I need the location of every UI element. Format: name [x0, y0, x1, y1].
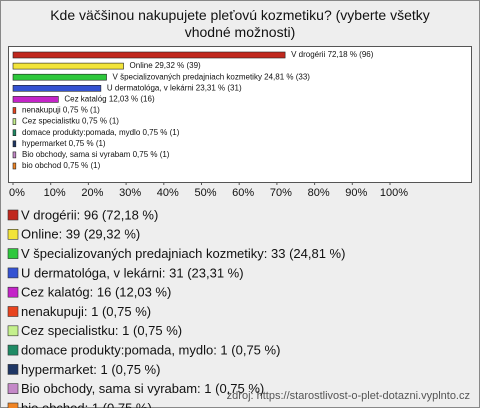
legend-label: domace produkty:pomada, mydlo: 1 (0,75 %…	[21, 343, 280, 358]
x-tick-label: 70%	[270, 187, 292, 199]
bar	[12, 51, 286, 59]
bar	[12, 96, 59, 103]
legend-label: Cez specialistku: 1 (0,75 %)	[21, 323, 182, 338]
x-tick-label: 60%	[232, 187, 254, 199]
bar	[12, 129, 17, 136]
x-tick-label: 90%	[345, 187, 367, 199]
legend-swatch	[7, 209, 19, 221]
legend-label: nenakupuji: 1 (0,75 %)	[21, 304, 151, 319]
legend-label: V špecializovaných predajniach kozmetiky…	[21, 246, 345, 261]
value-label: Cez specialistku 0,75 % (1)	[22, 117, 119, 126]
value-label: Online 29,32 % (39)	[130, 61, 201, 70]
legend-label: Bio obchody, sama si vyrabam: 1 (0,75 %)	[21, 381, 264, 396]
value-label: U dermatológa, v lekárni 23,31 % (31)	[107, 83, 242, 92]
legend-label: Online: 39 (29,32 %)	[21, 227, 140, 242]
bar	[12, 151, 17, 159]
value-label: Bio obchody, sama si vyrabam 0,75 % (1)	[22, 150, 170, 159]
value-label: hypermarket 0,75 % (1)	[22, 139, 106, 148]
legend-swatch	[7, 383, 19, 395]
x-tick-label: 10%	[44, 187, 66, 199]
legend-swatch	[7, 248, 19, 259]
x-tick-label: 80%	[308, 187, 330, 199]
legend-label: V drogérii: 96 (72,18 %)	[21, 207, 158, 222]
x-tick-label: 0%	[9, 187, 25, 199]
x-tick-label: 30%	[119, 187, 141, 199]
bar	[12, 85, 102, 92]
bar	[12, 118, 17, 125]
value-label: bio obchod 0,75 % (1)	[22, 161, 101, 170]
bar	[12, 107, 17, 114]
legend-swatch	[7, 325, 19, 337]
legend-label: hypermarket: 1 (0,75 %)	[21, 362, 160, 377]
value-label: Cez katalóg 12,03 % (16)	[64, 95, 155, 104]
legend-swatch	[7, 364, 19, 375]
bar	[12, 62, 124, 70]
legend-label: U dermatológa, v lekárni: 31 (23,31 %)	[21, 265, 244, 280]
legend-swatch	[7, 286, 19, 298]
legend-swatch	[7, 306, 19, 317]
legend-swatch	[7, 267, 19, 279]
source: zdroj: https://starostlivost-o-plet-dota…	[227, 390, 470, 402]
legend-label: Cez kalatóg: 16 (12,03 %)	[21, 285, 171, 300]
legend-swatch	[7, 402, 19, 408]
legend-swatch	[7, 229, 19, 240]
value-label: V drogérii 72,18 % (96)	[291, 50, 374, 59]
legend-label: bio obchod: 1 (0,75 %)	[21, 400, 152, 408]
bar	[12, 73, 107, 81]
x-tick-label: 100%	[380, 187, 408, 199]
x-tick-label: 20%	[81, 187, 103, 199]
bar	[12, 140, 17, 148]
legend-swatch	[7, 344, 19, 356]
value-label: domace produkty:pomada, mydlo 0,75 % (1)	[22, 128, 180, 137]
bar	[12, 162, 17, 170]
value-label: nenakupuji 0,75 % (1)	[22, 106, 100, 115]
chart-title: Kde väčšinou nakupujete pleťovú kozmetik…	[50, 7, 430, 40]
x-tick-label: 40%	[157, 187, 179, 199]
x-tick-label: 50%	[194, 187, 216, 199]
value-label: V špecializovaných predajniach kozmetiky…	[113, 72, 311, 81]
